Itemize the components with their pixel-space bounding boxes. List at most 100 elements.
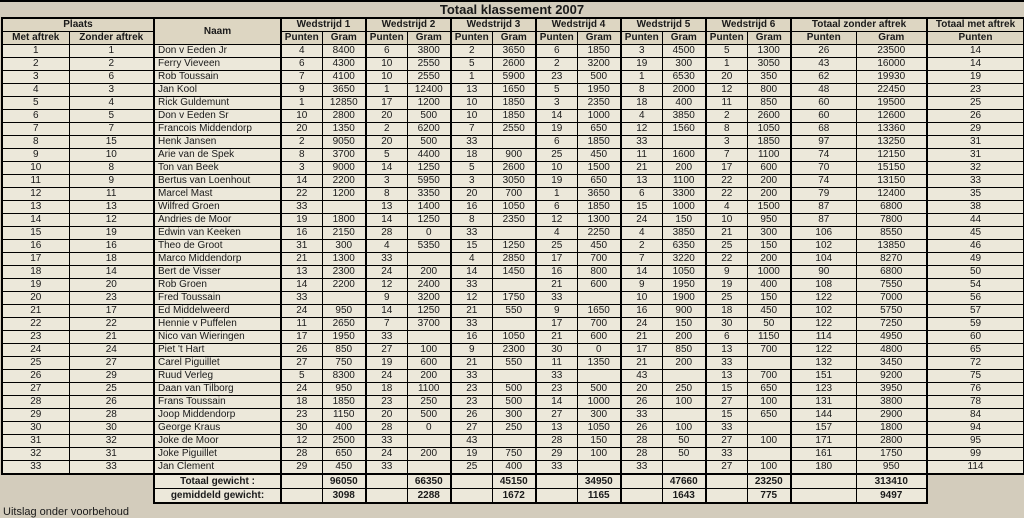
- cell-punten: 14: [535, 109, 578, 123]
- cell-punten: 4: [365, 239, 408, 253]
- cell-punten: 33: [280, 291, 323, 305]
- header-w1-punten: Punten: [280, 31, 323, 45]
- cell-gram: 1850: [576, 200, 622, 214]
- cell-punten: 5: [705, 44, 748, 58]
- header-met-aftrek: Met aftrek: [1, 31, 70, 45]
- cell-plaats-met-aftrek: 9: [1, 148, 70, 162]
- cell-punten: 4: [620, 109, 663, 123]
- cell-punten: 20: [365, 135, 408, 149]
- cell-punten: 2: [280, 135, 323, 149]
- cell-gram: 1100: [746, 148, 792, 162]
- cell-naam: Nico van Wieringen: [153, 330, 282, 344]
- cell-punten: 27: [705, 434, 748, 448]
- cell-punten: 13: [450, 83, 493, 97]
- cell-totaal-gram: 3450: [855, 356, 928, 370]
- cell-punten: 27: [450, 421, 493, 435]
- cell-plaats-zonder-aftrek: 18: [68, 252, 155, 266]
- footer-blank: [2, 489, 154, 504]
- cell-gram: 300: [746, 226, 792, 240]
- cell-plaats-met-aftrek: 16: [1, 239, 70, 253]
- cell-totaal-gram: 13150: [855, 174, 928, 188]
- cell-punten: 1: [620, 70, 663, 84]
- cell-totaal-punten: 43: [790, 57, 857, 71]
- cell-gram: 450: [746, 304, 792, 318]
- cell-gram: [406, 330, 452, 344]
- cell-naam: Rick Guldemunt: [153, 96, 282, 110]
- footer-punten-empty: [705, 473, 748, 489]
- cell-totaal-gram: 3800: [855, 395, 928, 409]
- cell-gram: 500: [406, 135, 452, 149]
- cell-punten: 21: [620, 356, 663, 370]
- cell-totaal-punten: 144: [790, 408, 857, 422]
- cell-punten: 12: [535, 213, 578, 227]
- table-row: 20 23 Fred Toussain 33 9 3200 12 1750 33 10 1900 25…: [1, 291, 1024, 305]
- footer-row: gemiddeld gewicht: 3098 2288 1672 1165 1643 77…: [2, 488, 1024, 504]
- cell-totaal-met-aftrek-punten: 72: [926, 356, 1024, 370]
- cell-punten: 10: [450, 96, 493, 110]
- cell-plaats-zonder-aftrek: 3: [68, 83, 155, 97]
- cell-punten: 26: [280, 343, 323, 357]
- header-w2-gram: Gram: [406, 31, 452, 45]
- cell-naam: Henk Jansen: [153, 135, 282, 149]
- cell-punten: 31: [280, 239, 323, 253]
- cell-naam: Rob Groen: [153, 278, 282, 292]
- cell-gram: [406, 460, 452, 475]
- cell-punten: 24: [365, 369, 408, 383]
- cell-totaal-met-aftrek-punten: 49: [926, 252, 1024, 266]
- footer-gram-total: 313410: [855, 473, 928, 489]
- cell-gram: 0: [576, 343, 622, 357]
- cell-plaats-met-aftrek: 2: [1, 57, 70, 71]
- cell-plaats-zonder-aftrek: 14: [68, 265, 155, 279]
- cell-punten: 2: [450, 44, 493, 58]
- cell-punten: 33: [535, 369, 578, 383]
- cell-gram: 1350: [576, 356, 622, 370]
- cell-totaal-gram: 5750: [855, 304, 928, 318]
- table-row: 21 17 Ed Middelweerd 24 950 14 1250 21 550 9 1650 1…: [1, 304, 1024, 318]
- cell-naam: Frans Toussain: [153, 395, 282, 409]
- cell-gram: 2600: [491, 161, 537, 175]
- cell-gram: 2550: [406, 70, 452, 84]
- cell-punten: 14: [450, 265, 493, 279]
- cell-naam: Arie van de Spek: [153, 148, 282, 162]
- header-w1-gram: Gram: [321, 31, 367, 45]
- footer-gram-value: 34950: [576, 473, 622, 489]
- cell-gram: 3220: [661, 252, 707, 266]
- cell-punten: 9: [620, 278, 663, 292]
- cell-punten: 10: [280, 109, 323, 123]
- cell-punten: 20: [705, 70, 748, 84]
- table-row: 4 3 Jan Kool 9 3650 1 12400 13 1650 5 1950 8 2000 12 8…: [1, 83, 1024, 97]
- cell-gram: 6200: [406, 122, 452, 136]
- cell-punten: 14: [365, 161, 408, 175]
- cell-naam: Edwin van Keeken: [153, 226, 282, 240]
- cell-plaats-zonder-aftrek: 32: [68, 434, 155, 448]
- cell-punten: 1: [705, 57, 748, 71]
- cell-punten: 18: [620, 96, 663, 110]
- cell-totaal-gram: 7800: [855, 213, 928, 227]
- cell-punten: 33: [450, 226, 493, 240]
- cell-plaats-met-aftrek: 13: [1, 200, 70, 214]
- cell-punten: 2: [705, 109, 748, 123]
- cell-gram: 3700: [321, 148, 367, 162]
- cell-gram: 3650: [576, 187, 622, 201]
- cell-gram: 1300: [321, 252, 367, 266]
- cell-plaats-zonder-aftrek: 31: [68, 447, 155, 461]
- cell-gram: 2800: [321, 109, 367, 123]
- cell-gram: 3050: [491, 174, 537, 188]
- cell-plaats-met-aftrek: 18: [1, 265, 70, 279]
- header-wedstrijd-6: Wedstrijd 6: [705, 17, 792, 32]
- cell-totaal-punten: 122: [790, 291, 857, 305]
- table-foot: Totaal gewicht : 96050 66350 45150 34950 4766…: [2, 473, 1024, 504]
- header-wedstrijd-1: Wedstrijd 1: [280, 17, 367, 32]
- cell-gram: 2550: [406, 57, 452, 71]
- header-w3-gram: Gram: [491, 31, 537, 45]
- cell-punten: 21: [535, 278, 578, 292]
- cell-gram: 1500: [576, 161, 622, 175]
- cell-plaats-met-aftrek: 25: [1, 356, 70, 370]
- cell-gram: 1850: [746, 135, 792, 149]
- cell-totaal-punten: 180: [790, 460, 857, 475]
- footer-punten-empty: [450, 473, 493, 489]
- cell-punten: 7: [450, 122, 493, 136]
- cell-totaal-met-aftrek-punten: 78: [926, 395, 1024, 409]
- cell-totaal-punten: 97: [790, 135, 857, 149]
- cell-totaal-punten: 157: [790, 421, 857, 435]
